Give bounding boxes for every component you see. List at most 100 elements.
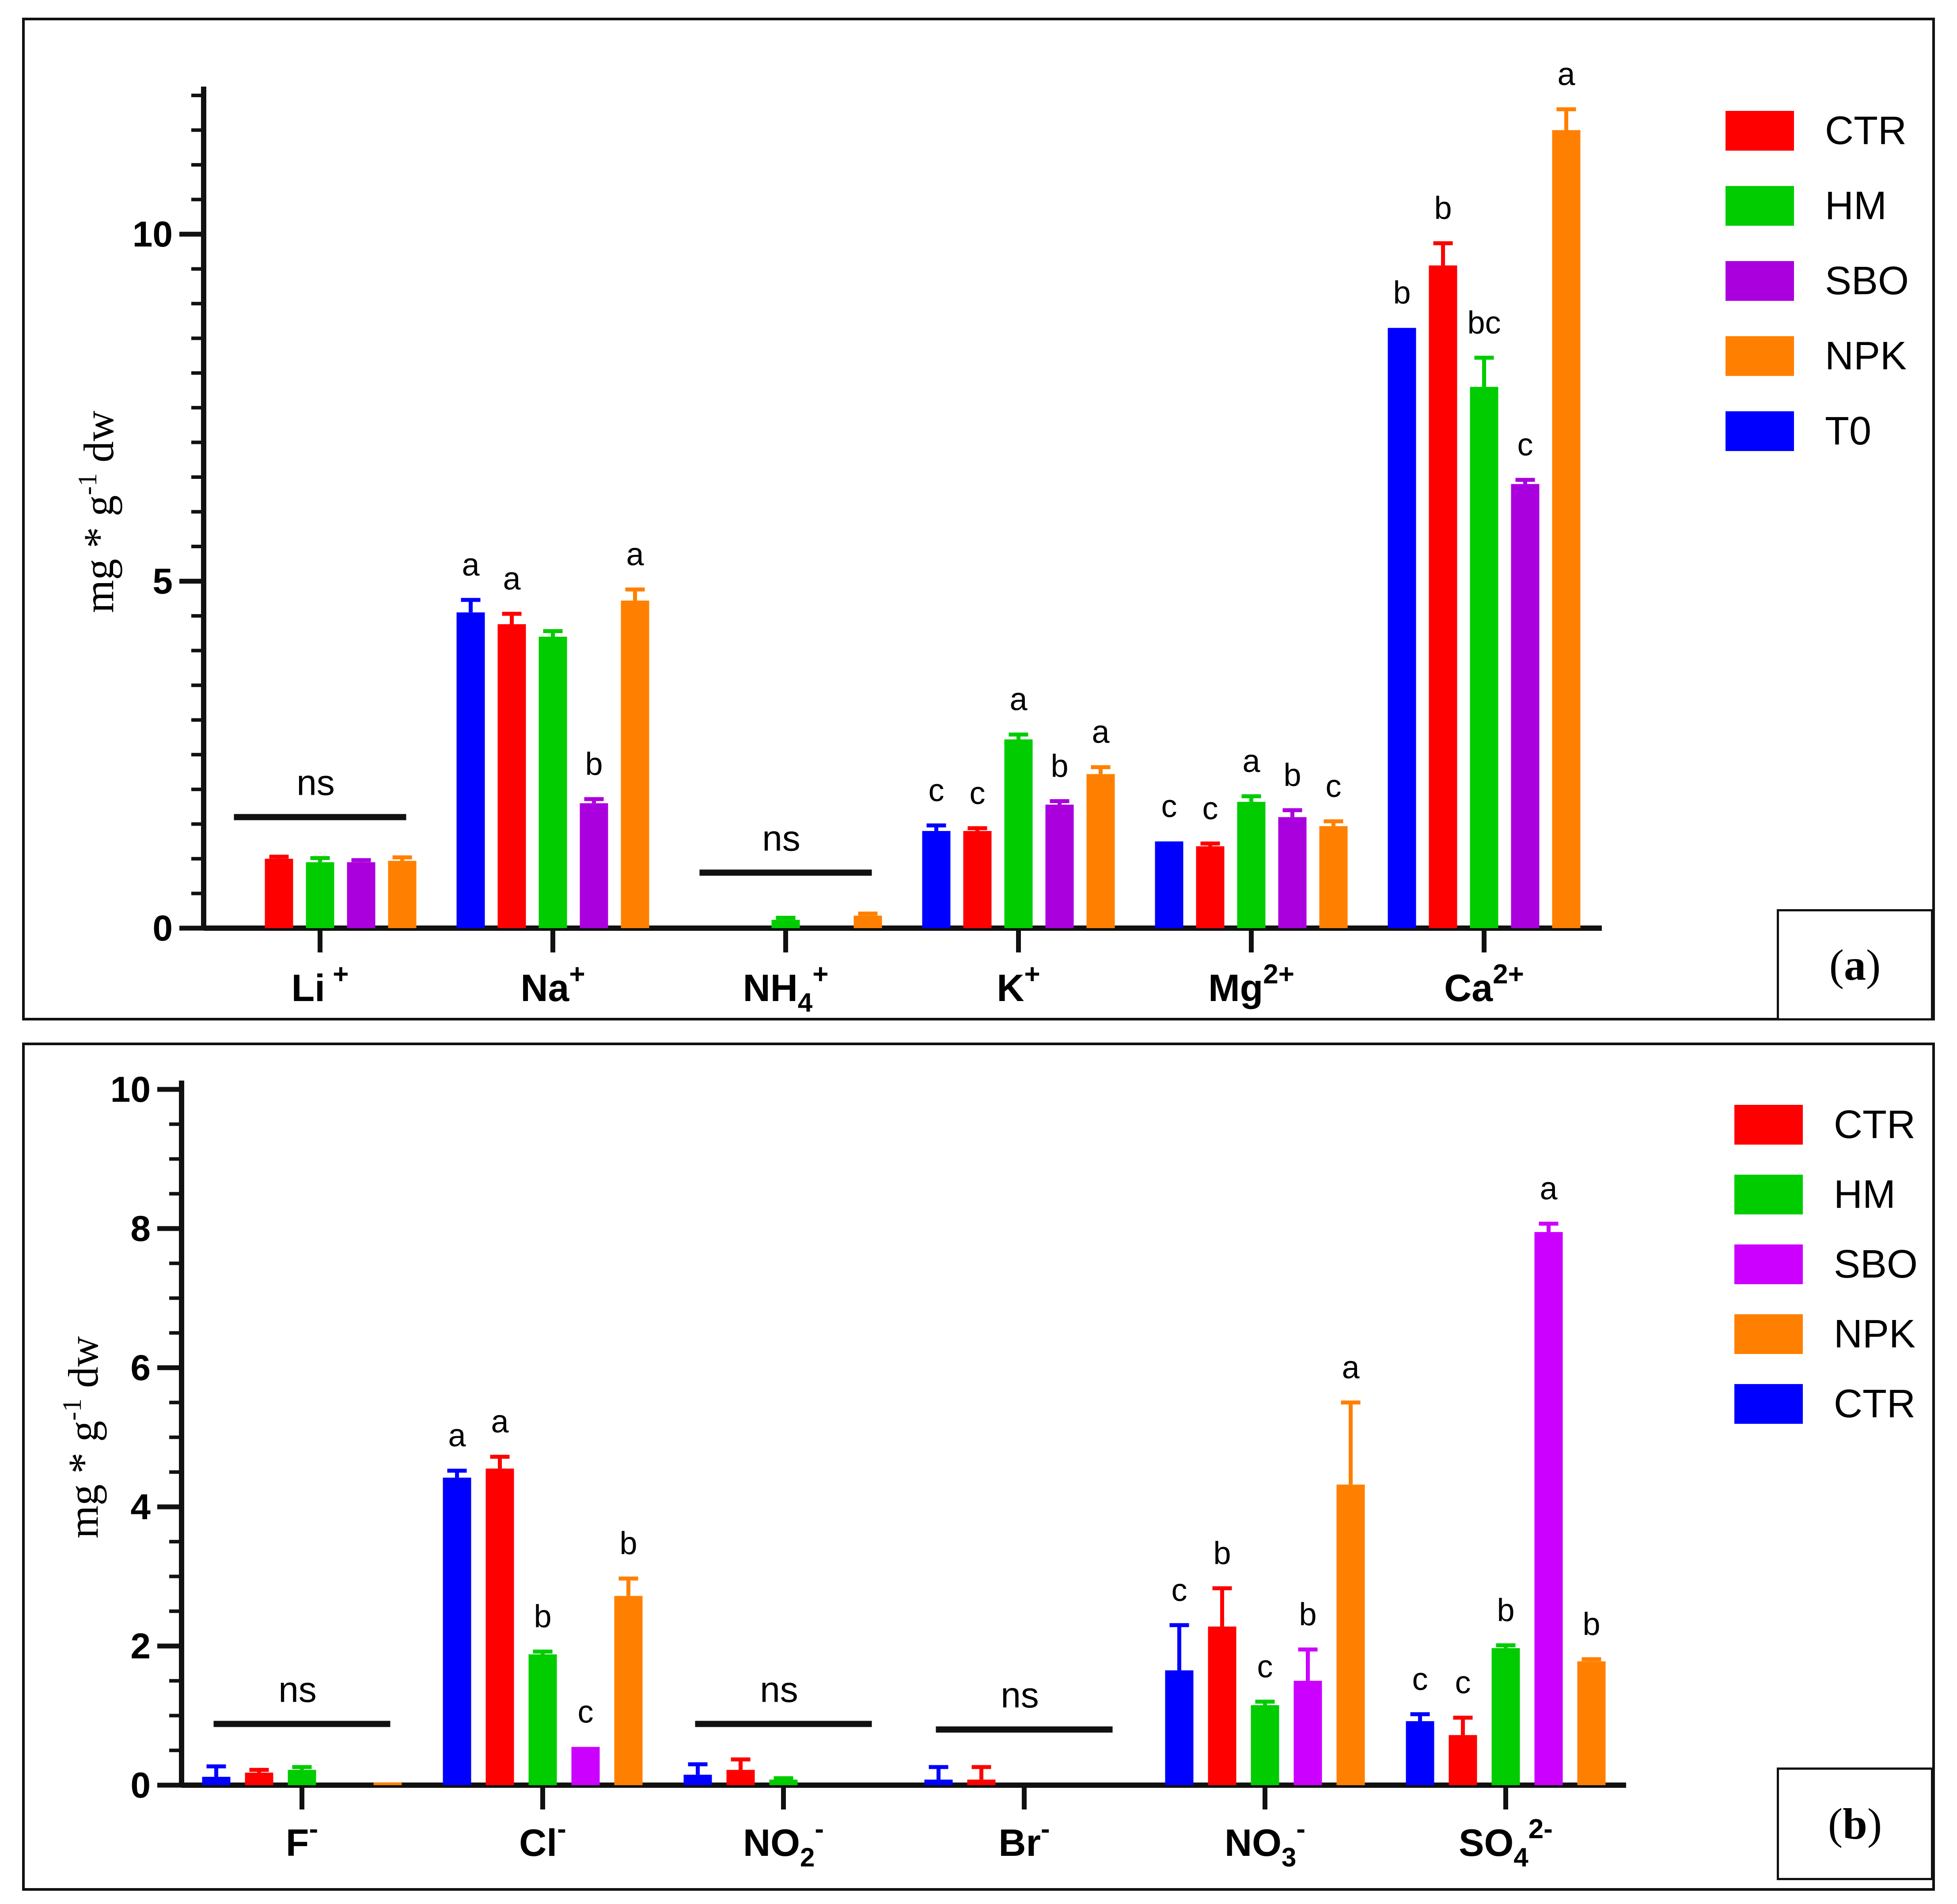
x-tick-label-base: NO — [743, 1822, 800, 1864]
significance-letter: b — [1299, 1597, 1316, 1632]
significance-letter: b — [1051, 749, 1068, 784]
legend-swatch-hm — [1726, 186, 1794, 226]
legend-label: SBO — [1834, 1242, 1918, 1286]
legend-swatch-ctr — [1734, 1105, 1803, 1145]
bar-ctr-mg — [1196, 846, 1225, 928]
x-tick-label: NO2- — [743, 1814, 824, 1872]
significance-letter: b — [619, 1526, 637, 1561]
significance-letter: b — [1434, 191, 1452, 226]
x-tick-label-base: Br — [998, 1822, 1041, 1864]
x-tick-label-sub: 3 — [1282, 1843, 1296, 1872]
bar-t0-no3 — [1165, 1670, 1194, 1785]
ns-label: ns — [762, 818, 800, 858]
y-tick-label: 2 — [130, 1626, 151, 1666]
legend-swatch-sbo — [1734, 1244, 1803, 1284]
x-tick-label-base: Mg — [1208, 967, 1263, 1009]
legend-label: T0 — [1825, 409, 1871, 453]
bar-t0-k — [922, 831, 951, 928]
bar-t0-so4 — [1406, 1721, 1434, 1785]
significance-letter: a — [448, 1418, 466, 1453]
x-tick-label-base: Cl — [519, 1822, 557, 1864]
bar-sbo-cl — [571, 1747, 600, 1785]
x-tick-label-sup: - — [815, 1814, 824, 1844]
y-tick-label: 4 — [130, 1487, 151, 1527]
x-tick-label-sup: - — [1296, 1814, 1305, 1844]
bar-npk-k — [1086, 774, 1115, 928]
y-axis-label: mg * g-1 dw — [57, 1336, 107, 1539]
legend-label: CTR — [1834, 1382, 1915, 1426]
x-tick-label-sup: 2+ — [1263, 959, 1294, 990]
y-axis-label-exponent: -1 — [57, 1399, 87, 1421]
significance-letter: a — [1540, 1171, 1558, 1206]
x-tick-label-sub: 4 — [1513, 1843, 1528, 1872]
x-tick-label-sup: - — [309, 1814, 318, 1844]
significance-letter: b — [1497, 1593, 1514, 1628]
chart-panel-a: 0 5 10 mg * g-1 dw Li + Na+ NH4+ K+ Mg2+ Ca2+ a a b a… — [22, 18, 1935, 1020]
legend-swatch-npk — [1726, 336, 1794, 376]
ns-label: ns — [278, 1669, 317, 1710]
legend-label: CTR — [1825, 109, 1907, 153]
bar-hm-li — [306, 862, 334, 928]
significance-letter: b — [1283, 758, 1301, 793]
x-tick-label: Li + — [292, 959, 349, 1009]
bar-ctr-f — [245, 1772, 273, 1785]
bar-sbo-no3 — [1293, 1680, 1322, 1785]
significance-letter: c — [1172, 1573, 1187, 1608]
legend-label: SBO — [1825, 259, 1909, 303]
bar-sbo-mg — [1278, 817, 1307, 928]
bar-npk-nh4 — [853, 915, 882, 928]
y-tick-label: 0 — [152, 908, 173, 948]
bar-ctr-li — [265, 858, 293, 928]
bar-sbo-so4 — [1534, 1232, 1563, 1785]
x-tick-label-sup: 2- — [1528, 1814, 1553, 1844]
bar-hm-nh4 — [771, 920, 800, 928]
significance-letter: c — [1257, 1649, 1273, 1684]
x-tick-label-sup: 2+ — [1493, 959, 1524, 990]
y-tick-label: 10 — [110, 1070, 151, 1110]
y-tick-label: 10 — [133, 214, 173, 254]
legend-label: HM — [1825, 184, 1887, 228]
x-tick-label-sup: + — [812, 959, 828, 990]
bar-ctr-no2 — [726, 1770, 755, 1785]
x-tick-label: NO3- — [1225, 1814, 1305, 1872]
x-tick-label-sup: - — [557, 1814, 566, 1844]
x-tick-label: Br- — [998, 1814, 1050, 1864]
bar-npk-mg — [1319, 826, 1348, 928]
x-tick-label-base: NH — [743, 967, 798, 1009]
bar-ctr-br — [967, 1779, 996, 1785]
bar-sbo-li — [347, 862, 375, 928]
bar-t0-br — [924, 1779, 953, 1785]
panel-label-a: (a) — [1777, 909, 1933, 1020]
panel-label-b-letter: b — [1843, 1799, 1867, 1848]
bar-ctr-na — [497, 624, 526, 928]
significance-letter: a — [503, 561, 521, 596]
legend-swatch-npk — [1734, 1314, 1803, 1354]
ns-label: ns — [1001, 1675, 1039, 1715]
y-axis-label-base: mg * g — [75, 495, 122, 613]
ns-label: ns — [760, 1669, 798, 1710]
panel-label-a-letter: a — [1844, 940, 1866, 990]
bar-hm-k — [1004, 739, 1033, 928]
x-tick-label-base: SO — [1459, 1822, 1513, 1864]
bar-sbo-k — [1045, 804, 1074, 928]
significance-letter: a — [1557, 57, 1575, 92]
legend-swatch-hm — [1734, 1175, 1803, 1214]
significance-letter: b — [585, 747, 603, 782]
x-tick-label-sup: + — [325, 959, 349, 990]
x-tick-label: Mg2+ — [1208, 959, 1294, 1009]
significance-letter: a — [1242, 744, 1260, 779]
chart-panel-b: 0 2 4 6 8 10 mg * g-1 dw F- Cl- NO2- Br- NO3- SO42- a… — [22, 1043, 1935, 1891]
x-tick-label-base: NO — [1225, 1822, 1282, 1864]
x-tick-label: SO42- — [1459, 1814, 1553, 1872]
bar-sbo-ca — [1511, 484, 1540, 928]
bar-t0-na — [456, 612, 485, 928]
significance-letter: b — [1393, 275, 1411, 311]
x-tick-label: Cl- — [519, 1814, 566, 1864]
y-tick-label: 0 — [130, 1765, 151, 1805]
y-axis-label-suffix: dw — [75, 411, 122, 473]
legend-label: CTR — [1834, 1103, 1915, 1147]
x-tick-label-sub: 4 — [798, 988, 813, 1017]
x-tick-label: K+ — [997, 959, 1040, 1009]
